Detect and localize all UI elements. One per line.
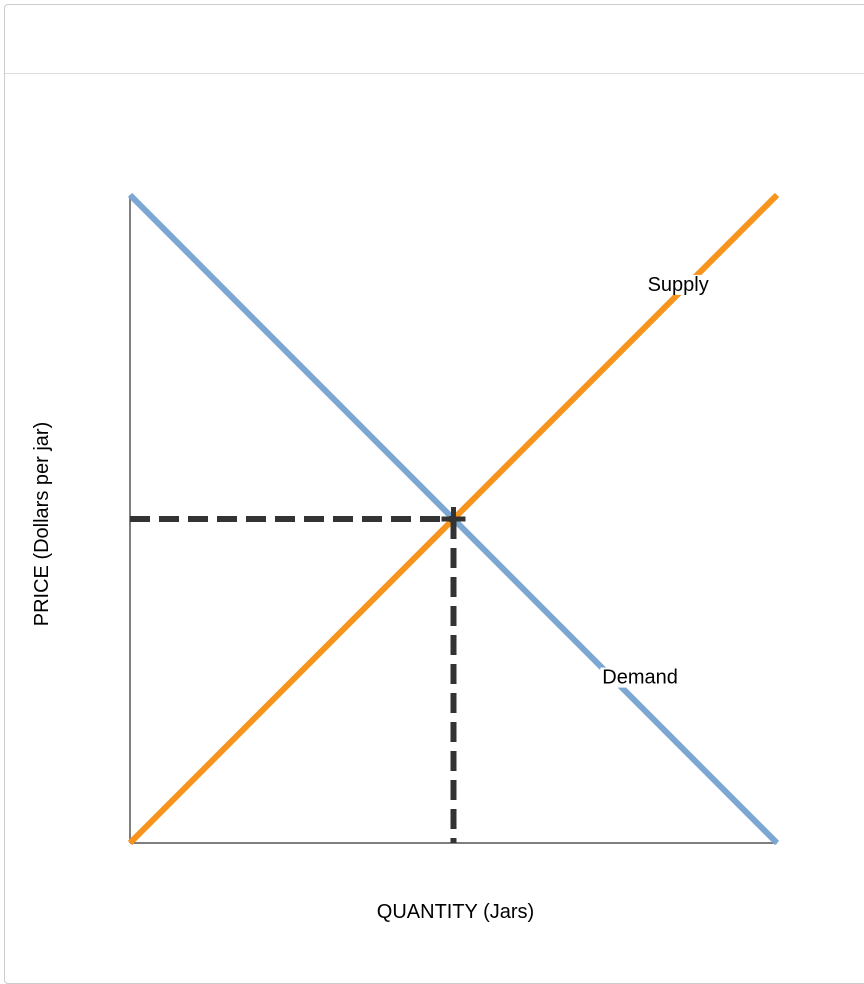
y-axis-label: PRICE (Dollars per jar) (31, 422, 53, 626)
demand-label: Demand (602, 667, 678, 689)
x-axis-label: QUANTITY (Jars) (377, 901, 534, 923)
demand-label-background (600, 667, 680, 688)
panel-header (5, 5, 864, 74)
equilibrium-point-marker[interactable] (441, 507, 466, 531)
supply-label: Supply (648, 274, 709, 296)
graph-panel (4, 4, 864, 984)
supply-label-background (645, 274, 711, 295)
supply-demand-chart: Supply Demand QUANTITY (Jars) PRICE (Doll… (31, 192, 780, 923)
